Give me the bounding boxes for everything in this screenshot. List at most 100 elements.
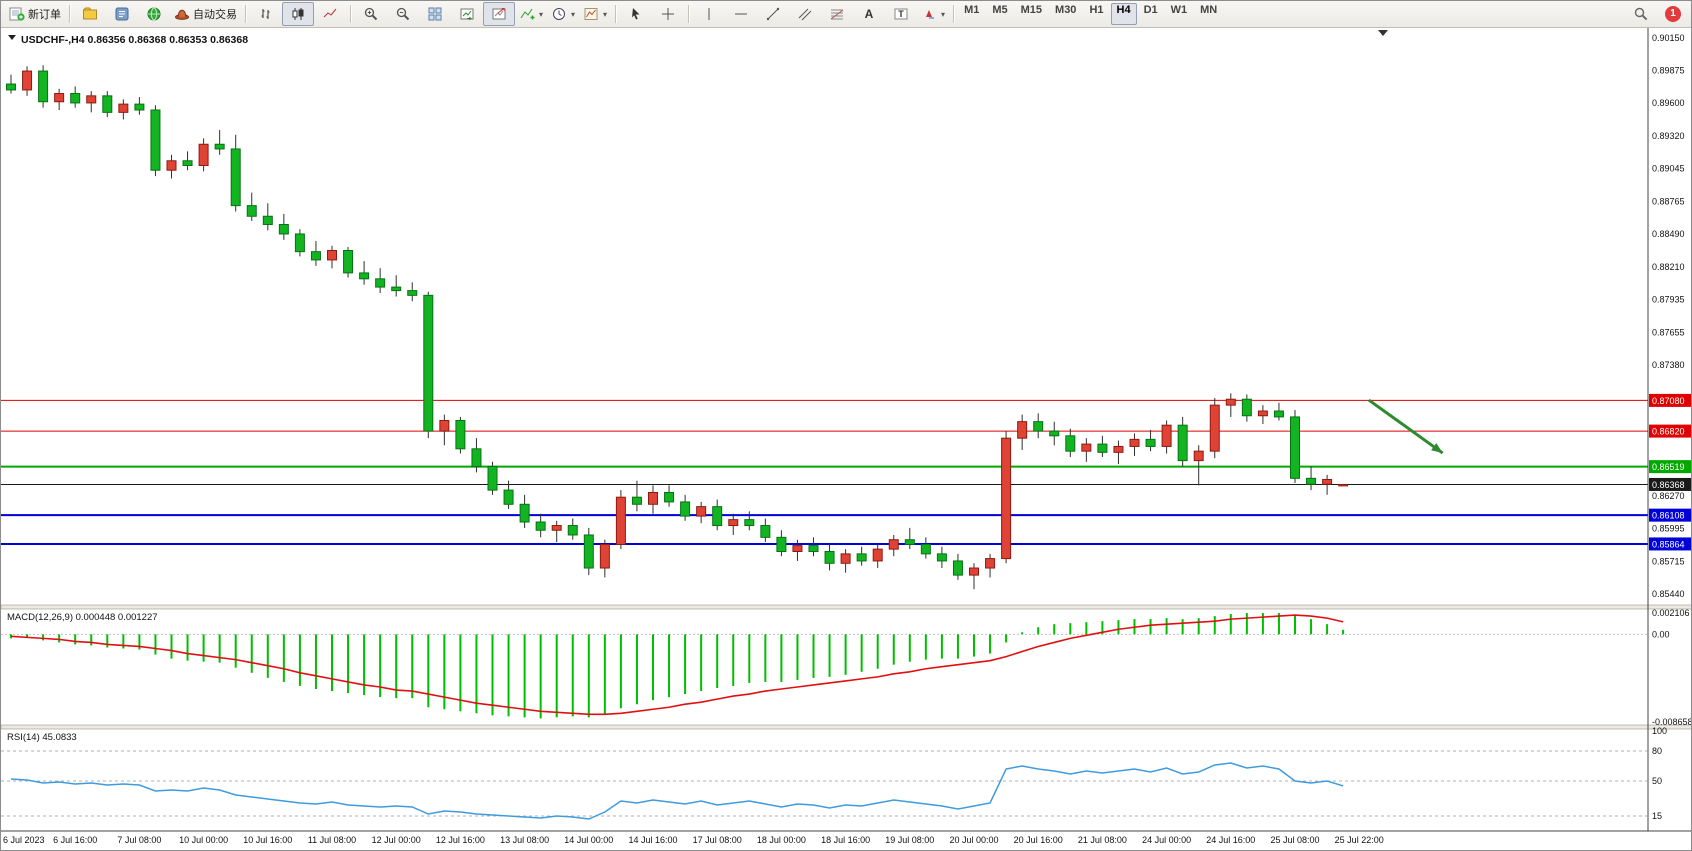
candle-bearish: [6, 83, 16, 91]
profiles-button[interactable]: [74, 2, 106, 26]
autotrade-button[interactable]: 自动交易: [170, 2, 241, 26]
search-button[interactable]: [1625, 2, 1657, 26]
label-tool-button[interactable]: T: [885, 2, 917, 26]
timeframe-w1-button[interactable]: W1: [1170, 4, 1188, 16]
bar-chart-button[interactable]: [250, 2, 282, 26]
candle-bearish: [38, 70, 49, 103]
autoscroll-button[interactable]: [451, 2, 483, 26]
candle-bearish: [182, 160, 193, 166]
rsi-label: RSI(14) 45.0833: [7, 732, 77, 743]
zoom-out-button[interactable]: [387, 2, 419, 26]
zoom-in-button[interactable]: [355, 2, 387, 26]
time-axis-label: 13 Jul 08:00: [500, 835, 549, 845]
toolbar-separator: [953, 5, 955, 23]
timeframe-mn-button[interactable]: MN: [1200, 4, 1218, 16]
timeframe-h1-button[interactable]: H1: [1089, 4, 1104, 16]
cursor-icon: [632, 8, 640, 20]
candle-bearish: [230, 148, 241, 207]
arrows-tool-button[interactable]: ▾: [917, 2, 949, 26]
timeframe-m5-button[interactable]: M5: [992, 4, 1008, 16]
horizontal-line-icon: [735, 13, 748, 15]
time-axis-label: 12 Jul 16:00: [436, 835, 485, 845]
candle-bullish: [1322, 478, 1333, 485]
candle-bearish: [904, 539, 915, 545]
rsi-line: [10, 762, 1344, 820]
price-badge-label: 0.85864: [1652, 539, 1685, 549]
candle-bearish: [664, 491, 675, 503]
candle-bullish: [1338, 483, 1349, 487]
price-badge-label: 0.87080: [1652, 396, 1685, 406]
pane-splitter[interactable]: [1, 604, 1692, 610]
new-order-button[interactable]: 新订单: [5, 2, 65, 26]
timeframe-m1-button[interactable]: M1: [964, 4, 980, 16]
pane-splitter[interactable]: [1, 724, 1692, 730]
chart-canvas[interactable]: 0.90150 0.89875 0.89600 0.89320 0.89045 0.887…: [1, 28, 1692, 851]
price-axis-label: 0.88765: [1652, 196, 1685, 206]
chevron-down-icon: ▾: [603, 9, 608, 19]
trendline-tool-button[interactable]: [757, 2, 789, 26]
rsi-scale-label: 50: [1652, 776, 1662, 786]
time-axis-label: 10 Jul 00:00: [179, 835, 228, 845]
price-axis[interactable]: 0.90150 0.89875 0.89600 0.89320 0.89045 0.887…: [1649, 33, 1692, 599]
chart-shift-button[interactable]: [483, 2, 515, 26]
channel-tool-button[interactable]: [789, 2, 821, 26]
time-axis-label: 6 Jul 16:00: [53, 835, 97, 845]
timeframe-h4-button[interactable]: H4: [1110, 3, 1137, 25]
price-axis-label: 0.89320: [1652, 131, 1685, 141]
indicators-button[interactable]: ▾: [515, 2, 547, 26]
line-chart-button[interactable]: [314, 2, 346, 26]
candle-bearish: [278, 224, 289, 235]
templates-icon: [584, 8, 598, 20]
price-badge-label: 0.86519: [1652, 462, 1685, 472]
trend-arrow-annotation[interactable]: [1367, 398, 1444, 455]
chart-shift-marker[interactable]: [1378, 30, 1388, 36]
vertical-line-tool-button[interactable]: [693, 2, 725, 26]
macd-label: MACD(12,26,9) 0.000448 0.001227: [7, 612, 158, 623]
templates-button[interactable]: ▾: [579, 2, 611, 26]
candle-bullish: [551, 525, 562, 531]
candle-bearish: [134, 103, 145, 111]
crosshair-button[interactable]: [652, 2, 684, 26]
time-axis-label: 18 Jul 00:00: [757, 835, 806, 845]
price-badge: [1649, 424, 1691, 438]
one-click-trading-toggle[interactable]: [8, 35, 16, 40]
options-button[interactable]: [138, 2, 170, 26]
fibonacci-tool-button[interactable]: [821, 2, 853, 26]
clock-icon: [553, 8, 566, 20]
tile-windows-button[interactable]: [419, 2, 451, 26]
toolbar-separator: [245, 5, 246, 23]
timeframe-m15-button[interactable]: M15: [1020, 4, 1043, 16]
cursor-button[interactable]: [620, 2, 652, 26]
candle-bearish: [1145, 438, 1156, 447]
time-axis-label: 20 Jul 00:00: [949, 835, 998, 845]
periods-button[interactable]: ▾: [547, 2, 579, 26]
time-axis-label: 24 Jul 16:00: [1206, 835, 1255, 845]
macd-scale-label: 0.00: [1652, 629, 1670, 639]
text-tool-button[interactable]: A: [853, 2, 885, 26]
timeframe-d1-button[interactable]: D1: [1143, 4, 1158, 16]
time-axis-label: 24 Jul 00:00: [1142, 835, 1191, 845]
price-axis-label: 0.87655: [1652, 328, 1685, 338]
candle-bearish: [391, 286, 402, 292]
chart-background[interactable]: [1, 28, 1692, 851]
candle-bullish: [792, 545, 803, 553]
time-axis[interactable]: 6 Jul 2023 6 Jul 16:00 7 Jul 08:00 10 Jul 0…: [3, 835, 1384, 845]
svg-text:T: T: [898, 9, 904, 19]
candle-bearish: [920, 543, 931, 555]
timeframe-m30-button[interactable]: M30: [1055, 4, 1077, 16]
candle-bullish: [969, 567, 979, 576]
candle-bearish: [455, 419, 466, 450]
macd-scale-label: -0.008658: [1652, 717, 1692, 727]
candle-bullish: [1193, 450, 1204, 462]
notification-badge[interactable]: 1: [1665, 6, 1681, 22]
autotrade-hat-icon: [175, 9, 189, 20]
candlestick-chart-button[interactable]: [282, 2, 314, 26]
candle-bearish: [1306, 477, 1317, 485]
candle-bullish: [439, 419, 450, 432]
horizontal-line-tool-button[interactable]: [725, 2, 757, 26]
metaeditor-button[interactable]: [106, 2, 138, 26]
toolbar-separator: [350, 5, 351, 23]
price-badge: [1649, 477, 1691, 491]
macd-scale-label: 0.002106: [1652, 608, 1690, 618]
candle-bullish: [1001, 437, 1012, 560]
